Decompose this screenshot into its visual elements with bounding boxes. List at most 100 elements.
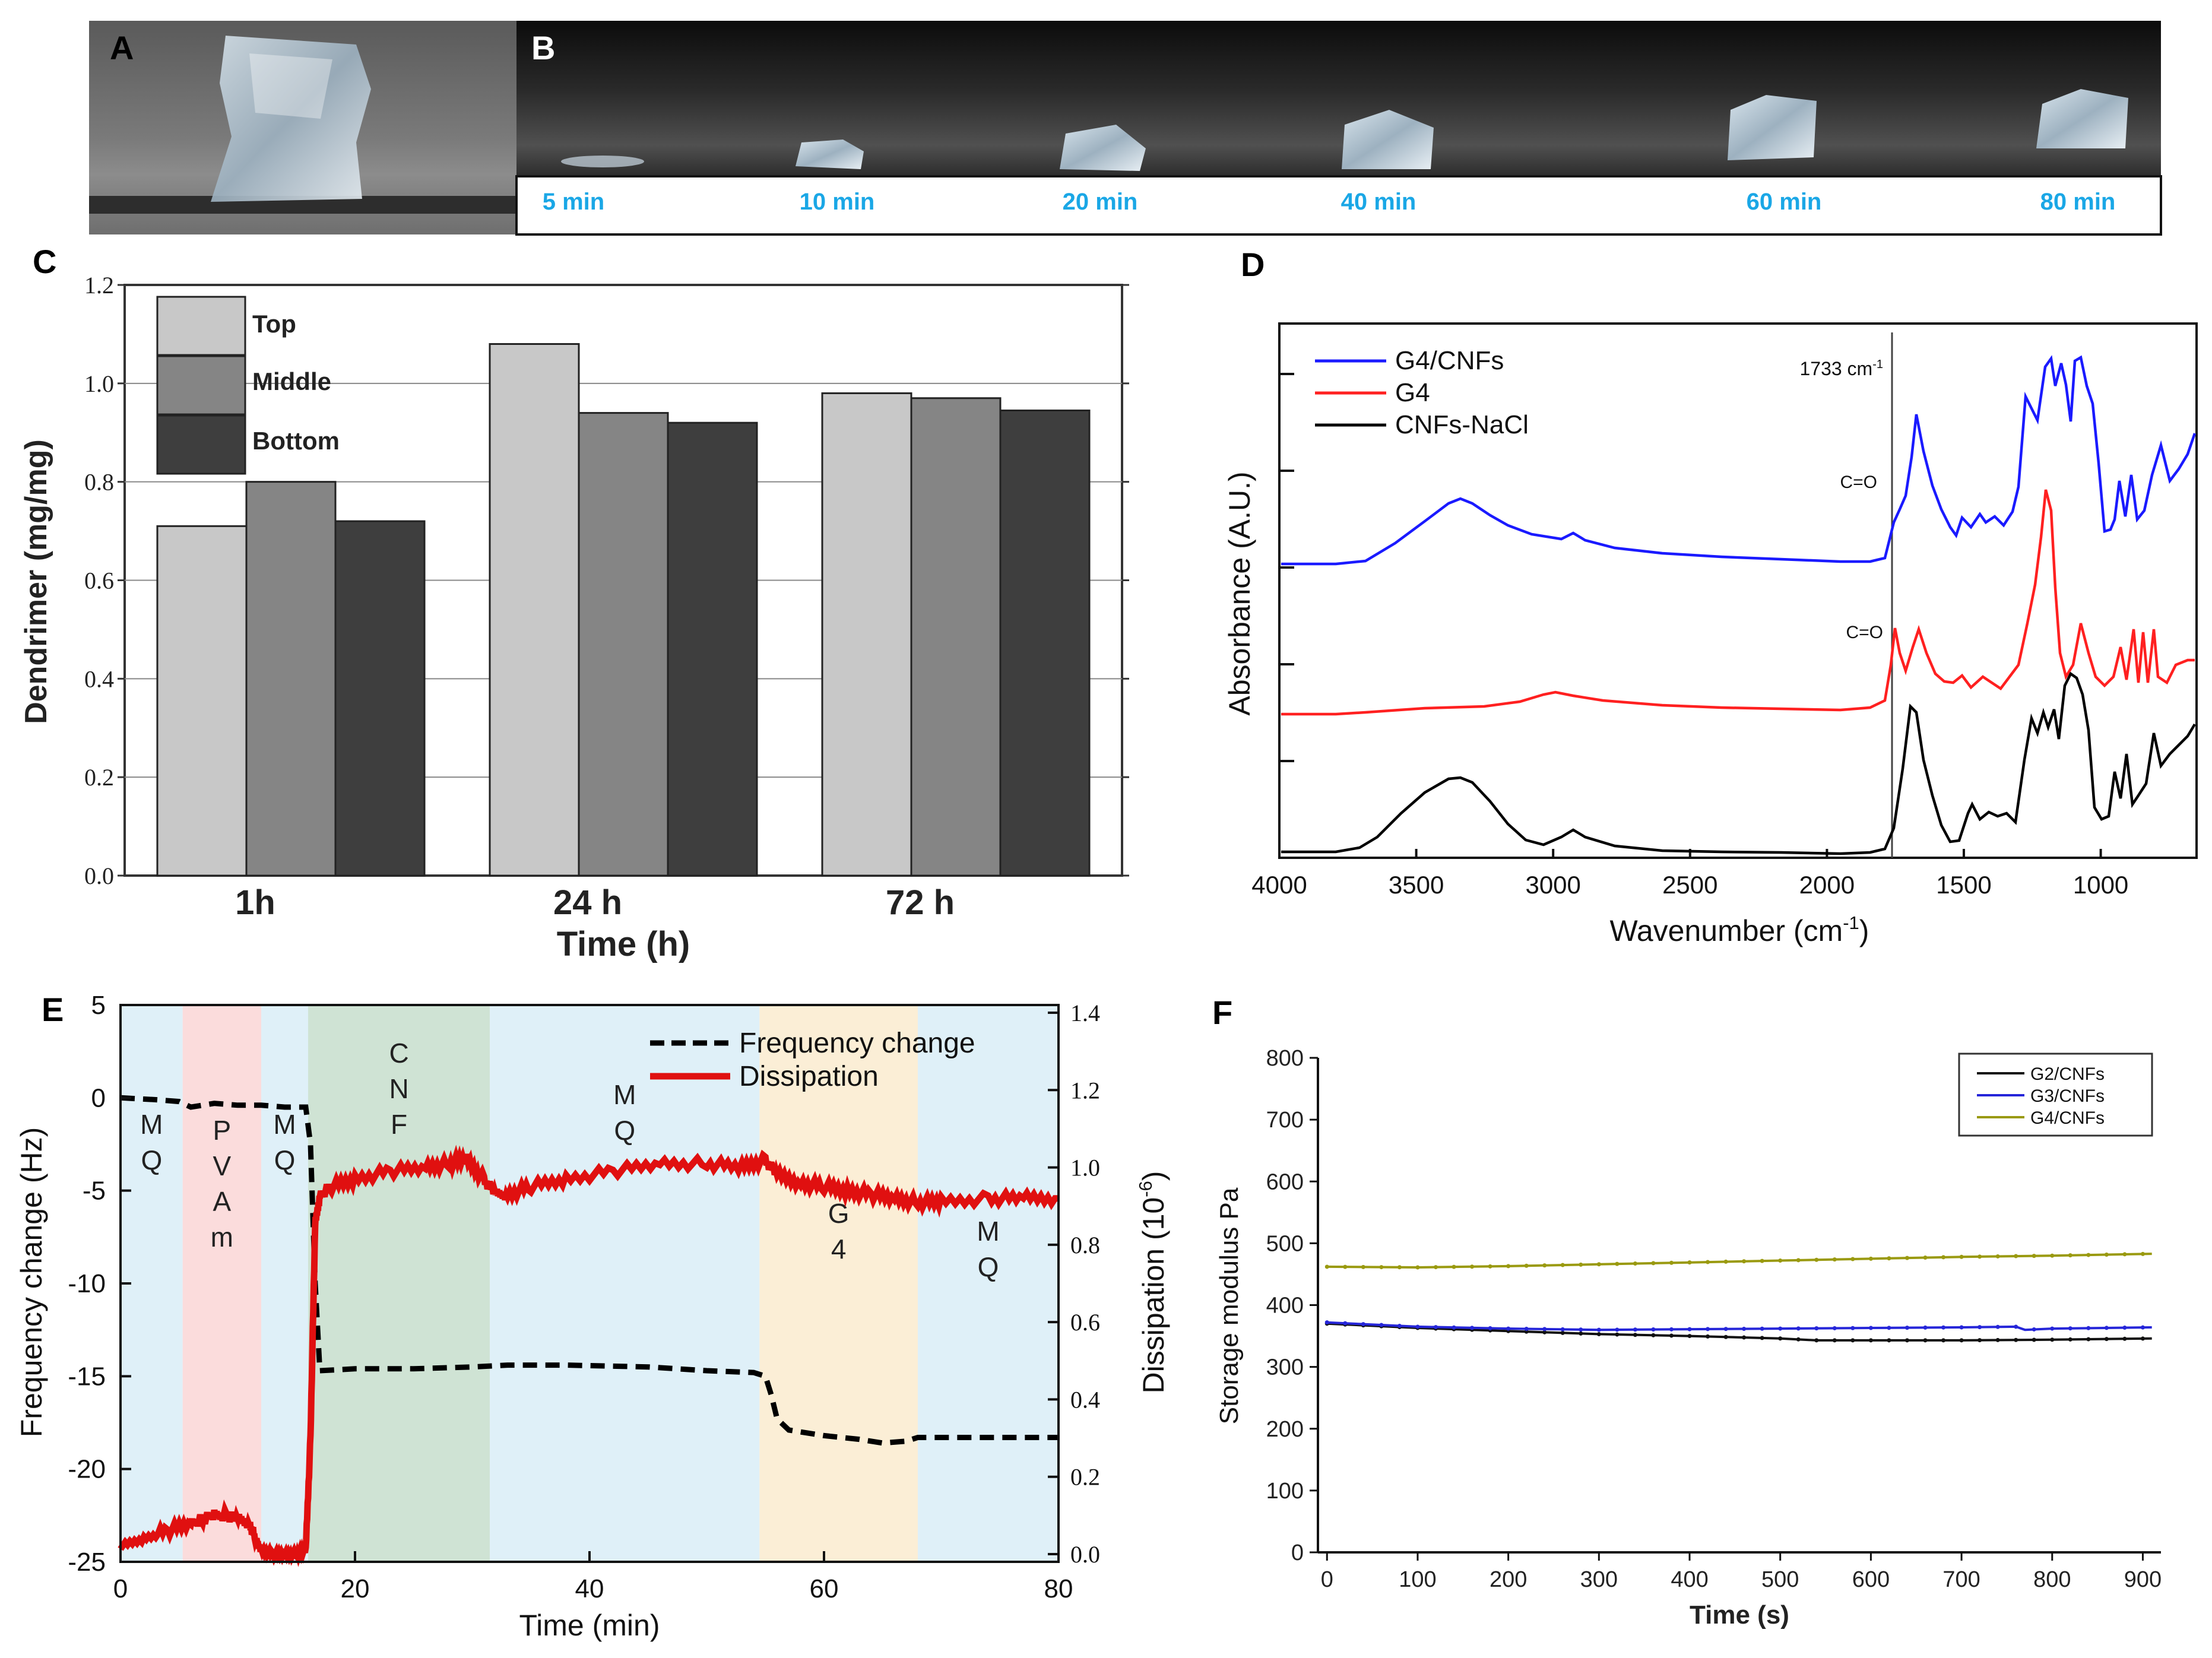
frequency-change-curve [120,1095,1059,1446]
panel-d: D 4000 3500 3000 2500 2000 1500 1000 1733 cm-1… [1223,246,2198,947]
hydrogel-40min [1342,110,1434,169]
legend-swatch-middle [156,355,246,416]
spectra-x-tick-label: 2500 [1662,871,1717,899]
modulus-point-g4-cnfs [2050,1253,2055,1258]
bar-chart-y-tick-label: 0.6 [84,568,114,594]
bar-chart-y-tick-label: 1.0 [84,370,114,397]
modulus-point-g3-cnfs [1868,1326,1873,1330]
modulus-point-g2-cnfs [1742,1335,1747,1340]
modulus-point-g4-cnfs [1433,1265,1438,1270]
modulus-point-g3-cnfs [2068,1326,2072,1331]
modulus-point-g3-cnfs [2122,1326,2127,1330]
modulus-point-g2-cnfs [1706,1334,1710,1339]
modulus-point-g2-cnfs [1579,1331,1583,1336]
modulus-point-g3-cnfs [1796,1326,1801,1331]
qcm-y-tick-label: -10 [68,1269,106,1298]
modulus-point-g2-cnfs [1669,1333,1674,1338]
modulus-point-g3-cnfs [2104,1326,2109,1330]
modulus-point-g3-cnfs [1579,1327,1583,1332]
modulus-point-g2-cnfs [1723,1334,1728,1339]
time-label-5min: 5 min [543,189,604,215]
legend-swatch-bottom [156,414,246,475]
modulus-y-tick-label: 400 [1266,1294,1304,1318]
modulus-point-g3-cnfs [1433,1325,1438,1330]
modulus-point-g4-cnfs [1887,1256,1891,1261]
legend-label-g4-cnfs-f: G4/CNFs [2030,1108,2105,1128]
modulus-x-tick-label: 500 [1761,1567,1799,1592]
modulus-point-g2-cnfs [1560,1330,1565,1335]
modulus-point-g3-cnfs [1832,1326,1837,1330]
modulus-x-label: Time (s) [1690,1600,1789,1630]
dissipation-curve [118,1145,1059,1567]
modulus-point-g4-cnfs [1488,1264,1492,1269]
qcm-right-y-label: Dissipation (10-6) [1135,1171,1170,1394]
hydrogel-10min [796,140,864,169]
modulus-point-g2-cnfs [1995,1337,2000,1342]
bar-middle-2 [910,397,1002,877]
modulus-point-g2-cnfs [1542,1330,1547,1334]
legend-label-top: Top [252,310,296,338]
modulus-point-g3-cnfs [1651,1327,1656,1332]
qcm-right-y-tick-label: 0.2 [1070,1464,1100,1491]
photo-b-background [516,21,2161,176]
modulus-point-g4-cnfs [1778,1258,1783,1263]
bar-chart-y-tick-label: 0.4 [84,665,114,692]
qcm-y-tick-label: -15 [68,1362,106,1391]
modulus-point-g3-cnfs [1814,1326,1819,1331]
modulus-point-g2-cnfs [2140,1336,2145,1341]
modulus-point-g4-cnfs [1941,1255,1946,1260]
bar-chart-legend: Top Middle Bottom [156,296,340,475]
modulus-point-g2-cnfs [2068,1337,2072,1342]
modulus-point-g3-cnfs [1887,1326,1891,1330]
legend-label-g4: G4 [1395,378,1430,407]
spectra-x-tick-label: 2000 [1799,871,1855,899]
bar-chart-y-tick-label: 0.2 [84,764,114,791]
modulus-point-g2-cnfs [2086,1337,2091,1342]
modulus-point-g2-cnfs [1687,1334,1692,1339]
modulus-x-ticks: 0 100 200 300 400 500 600 700 800 900 [1321,1552,2162,1592]
modulus-point-g2-cnfs [1796,1337,1801,1342]
modulus-point-g3-cnfs [1397,1323,1402,1328]
panel-f: F 0 100 200 300 400 500 600 700 800 900 0 100 200 30… [1212,994,2162,1630]
modulus-point-g3-cnfs [2014,1324,2018,1329]
time-label-10min: 10 min [800,189,875,215]
bar-chart-x-tick-label: 1h [235,883,275,922]
qcm-y-tick-label: 5 [91,991,106,1020]
modulus-x-tick-label: 200 [1490,1567,1527,1592]
bar-bottom-1 [667,421,758,877]
modulus-point-g4-cnfs [2032,1254,2036,1258]
modulus-x-tick-label: 400 [1671,1567,1708,1592]
modulus-point-g4-cnfs [1796,1258,1801,1263]
modulus-line-g2-cnfs [1327,1322,2152,1342]
hydrogel-60min [1728,95,1817,160]
modulus-point-g4-cnfs [1978,1254,1982,1259]
modulus-point-g4-cnfs [1633,1261,1637,1266]
modulus-point-g2-cnfs [1868,1338,1873,1343]
modulus-point-g3-cnfs [1324,1320,1329,1325]
modulus-point-g3-cnfs [1633,1327,1637,1332]
modulus-point-g3-cnfs [2140,1325,2145,1330]
modulus-point-g2-cnfs [1596,1332,1601,1336]
modulus-point-g3-cnfs [1760,1326,1764,1331]
qcm-y-tick-label: -5 [83,1177,106,1206]
modulus-point-g3-cnfs [1596,1327,1601,1332]
annotation-co-top: C=O [1840,473,1877,492]
legend-label-cnfs-nacl: CNFs-NaCl [1395,410,1529,439]
hydrogel-highlight [249,53,332,119]
qcm-x-tick-label: 0 [113,1574,128,1603]
time-label-60min: 60 min [1747,189,1822,215]
modulus-point-g3-cnfs [1923,1325,1928,1330]
modulus-point-g3-cnfs [1941,1325,1946,1330]
panel-c: C 0.0 0.2 0.4 0.6 0.8 1.0 1.2 1h 24 h 72 h Top M… [19,243,1129,963]
modulus-point-g4-cnfs [1723,1259,1728,1264]
modulus-point-g3-cnfs [1723,1327,1728,1332]
legend-label-g2-cnfs: G2/CNFs [2030,1064,2105,1084]
modulus-x-tick-label: 900 [2124,1567,2162,1592]
modulus-point-g4-cnfs [1361,1264,1365,1269]
modulus-point-g3-cnfs [1379,1323,1384,1327]
modulus-point-g2-cnfs [1814,1338,1819,1343]
modulus-point-g4-cnfs [1868,1256,1873,1261]
